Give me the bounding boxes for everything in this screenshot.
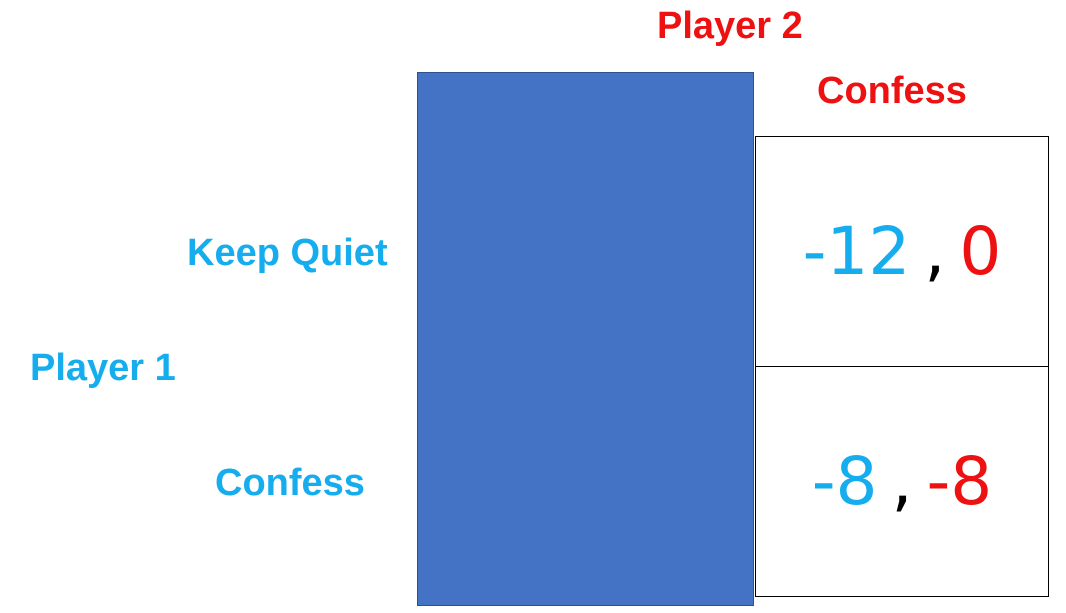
- payoff-player1: -12: [802, 212, 911, 290]
- payoff-cell-keep-quiet-confess: -12 , 0: [755, 136, 1049, 367]
- payoff-separator: ,: [891, 442, 913, 520]
- hidden-column-block: [417, 72, 754, 606]
- player1-strategy-confess: Confess: [215, 462, 365, 504]
- payoff-player1: -8: [811, 442, 878, 520]
- player2-strategy-confess: Confess: [817, 70, 967, 112]
- player1-strategy-keep-quiet: Keep Quiet: [187, 232, 388, 274]
- payoff-player2: -8: [926, 442, 993, 520]
- player2-label: Player 2: [657, 5, 803, 47]
- payoff-player2: 0: [959, 212, 1002, 290]
- player1-label: Player 1: [30, 347, 176, 389]
- payoff-cell-confess-confess: -8 , -8: [755, 366, 1049, 597]
- payoff-separator: ,: [924, 212, 946, 290]
